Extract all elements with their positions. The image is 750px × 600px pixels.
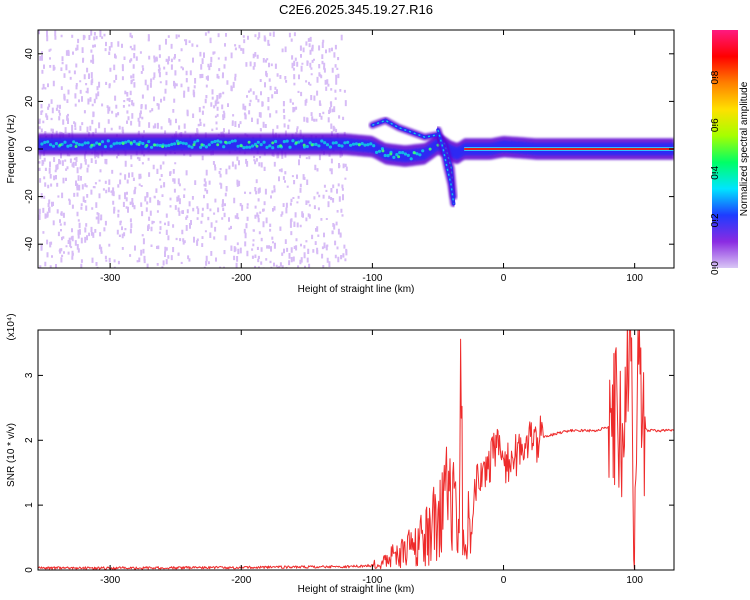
y-tick-label: 1 [24,502,35,508]
x-tick-label: -200 [231,273,251,284]
snr-frame [37,329,675,571]
spectrogram-noise-scatter [38,30,348,268]
y-tick-label: -20 [24,189,35,204]
x-tick-label: -100 [362,273,382,284]
y-tick-label: 20 [24,95,35,107]
snr-x-axis-label: Height of straight line (km) [298,584,415,595]
colorbar-tick-label: 0.6 [710,118,721,132]
spectrogram-ridge-core [40,139,425,161]
snr-series-line [38,330,674,570]
x-tick-label: -300 [100,273,120,284]
snr-line-layer [38,330,674,570]
spectrogram-y-axis-label: Frequency (Hz) [6,115,17,184]
x-tick-label: 100 [626,575,643,586]
spectrogram-ridge-middle [38,138,674,163]
colorbar-tick-label: 0.2 [710,213,721,227]
x-tick-label: -100 [362,575,382,586]
snr-x-ticks: -300 -200 -100 0 100 [100,330,643,586]
spectrogram-x-axis-label: Height of straight line (km) [298,284,415,295]
y-tick-label: 0 [24,567,35,573]
x-tick-label: 0 [501,273,507,284]
colorbar-ticks: 0.0 0.2 0.4 0.6 0.8 [710,70,721,275]
snr-y-ticks: 0 1 2 3 [24,372,674,573]
spectrogram-tone-peak [464,148,674,150]
spectrogram-branch-core [372,119,455,197]
colorbar-tick-label: 0.8 [710,70,721,84]
y-tick-label: 0 [24,146,35,152]
snr-y-axis-label: SNR (10 * v/v) [6,423,17,487]
spectrogram-x-ticks: -300 -200 -100 0 100 [100,30,643,284]
x-tick-label: -200 [231,575,251,586]
x-tick-label: 100 [626,273,643,284]
figure-title: C2E6.2025.345.19.27.R16 [279,2,433,17]
snr-panel: -300 -200 -100 0 100 0 1 2 3 Height of straight… [6,313,675,595]
x-tick-label: 0 [501,575,507,586]
colorbar: 0.0 0.2 0.4 0.6 0.8 Normalized spectral ampl… [710,30,750,275]
colorbar-gradient [712,30,738,268]
y-tick-label: 3 [24,372,35,378]
spectrogram-ridge-layer [38,116,674,208]
x-tick-label: -300 [100,575,120,586]
snr-plot-area [38,330,674,570]
y-tick-label: -40 [24,237,35,252]
y-tick-label: 40 [24,48,35,60]
colorbar-label: Normalized spectral amplitude [739,81,750,216]
colorbar-tick-label: 0.4 [710,165,721,179]
y-tick-label: 2 [24,437,35,443]
snr-y-multiplier: (x10⁴) [6,313,17,340]
spectrogram-y-ticks: -40 -20 0 20 40 [24,48,674,252]
spectrogram-ridge-highlights [58,140,440,159]
spectrogram-scatter-layer [38,30,348,268]
spectrogram-branch [436,128,456,206]
colorbar-tick-label: 0.0 [710,261,721,275]
